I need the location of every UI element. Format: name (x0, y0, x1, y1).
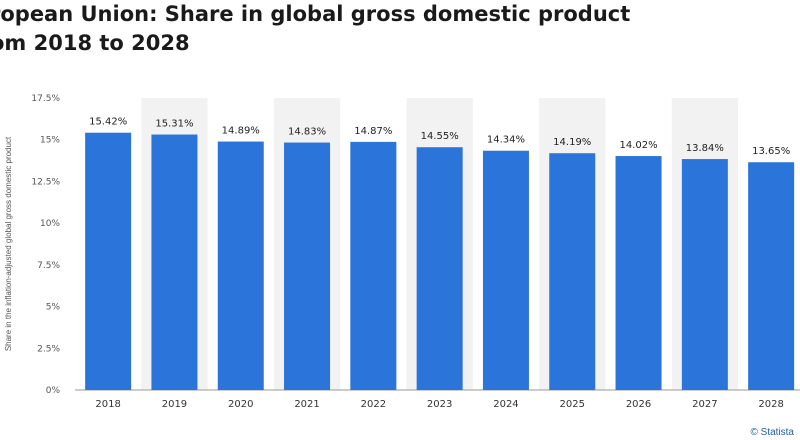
chart-title-line-1: ropean Union: Share in global gross dome… (0, 2, 631, 26)
bar-2022 (350, 141, 397, 390)
bar-2027 (681, 159, 728, 390)
y-tick-label: 5% (46, 303, 61, 313)
chart-area: 0% 2.5% 5% 7.5% 10% 12.5% 15% 17.5% Share in the… (0, 68, 800, 440)
x-tick-label-2022: 2022 (361, 399, 386, 410)
bar-2021 (284, 142, 331, 390)
x-tick-label-2027: 2027 (692, 399, 717, 410)
statista-credit[interactable]: © Statista (750, 427, 795, 438)
x-tick-label-2020: 2020 (228, 399, 253, 410)
x-tick-label-2024: 2024 (493, 399, 518, 410)
data-label-2024: 14.34% (487, 135, 525, 146)
data-label-2027: 13.84% (686, 143, 724, 154)
data-label-2021: 14.83% (288, 127, 326, 138)
x-tick-label-2023: 2023 (427, 399, 452, 410)
bar-2020 (217, 141, 264, 390)
data-label-2026: 14.02% (619, 140, 657, 151)
chart-title-line-2: om 2018 to 2028 (0, 31, 190, 55)
y-tick-label: 2.5% (37, 344, 60, 354)
y-tick-label: 7.5% (37, 261, 60, 271)
bar-2024 (482, 150, 529, 390)
bar-2026 (615, 156, 662, 390)
x-tick-label-2025: 2025 (560, 399, 585, 410)
data-label-2023: 14.55% (421, 131, 459, 142)
bar-2023 (416, 147, 463, 390)
y-tick-label: 0% (46, 386, 61, 396)
x-tick-label-2018: 2018 (95, 399, 120, 410)
y-tick-label: 15% (40, 136, 60, 146)
bar-chart: 0% 2.5% 5% 7.5% 10% 12.5% 15% 17.5% Share in the… (4, 94, 800, 410)
data-label-2019: 15.31% (155, 119, 193, 130)
bar-2019 (151, 134, 198, 390)
x-tick-label-2019: 2019 (162, 399, 187, 410)
data-label-2028: 13.65% (752, 146, 790, 157)
y-tick-label: 10% (40, 219, 60, 229)
bar-2018 (85, 132, 132, 390)
y-axis-label: Share in the inflation-adjusted global g… (4, 136, 13, 351)
x-tick-label-2021: 2021 (294, 399, 319, 410)
y-tick-label: 12.5% (31, 177, 60, 187)
data-label-2018: 15.42% (89, 117, 127, 128)
y-tick-label: 17.5% (31, 94, 60, 104)
x-tick-label-2028: 2028 (758, 399, 783, 410)
bar-2028 (748, 162, 795, 390)
chart-title: ropean Union: Share in global gross dome… (0, 0, 800, 58)
bar-2025 (549, 153, 596, 390)
data-label-2020: 14.89% (222, 126, 260, 137)
data-label-2025: 14.19% (553, 137, 591, 148)
x-tick-label-2026: 2026 (626, 399, 651, 410)
data-label-2022: 14.87% (354, 126, 392, 137)
